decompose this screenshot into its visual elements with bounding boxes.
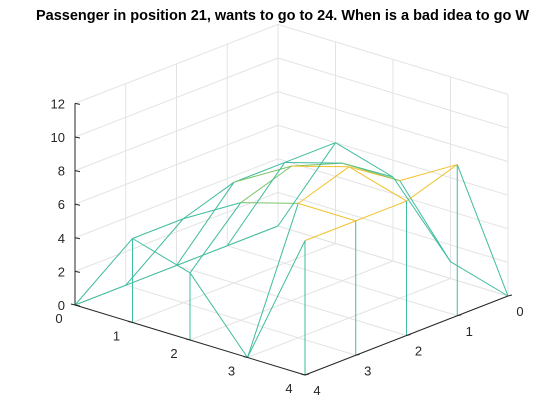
surface-edge [233, 165, 292, 183]
z-tick-label: 6 [58, 197, 65, 212]
y-tick [304, 373, 310, 376]
surface-edge [284, 142, 336, 163]
x-tick-label: 2 [170, 346, 177, 361]
x-tick [70, 303, 76, 306]
surface-edge [355, 200, 407, 222]
surface-edge [392, 176, 451, 262]
surface-edge [342, 162, 400, 182]
surface-edge [176, 181, 235, 266]
surface-edge [291, 165, 350, 168]
surface-edge [291, 162, 343, 167]
surface-edge [240, 202, 299, 204]
surface-edge [298, 202, 356, 222]
x-tick [128, 321, 133, 323]
axis-lines [70, 102, 513, 376]
z-tick-label: 0 [58, 298, 65, 313]
surface-edge [335, 142, 394, 178]
grid-line-floor [247, 278, 451, 358]
surface-edge [277, 142, 336, 227]
z-tick [74, 203, 81, 206]
surface-edge [74, 238, 133, 306]
y-tick [507, 294, 513, 297]
surface-edge [182, 181, 235, 220]
x-tick [185, 338, 191, 341]
y-tick-label: 3 [364, 363, 371, 378]
surface-edge [233, 161, 285, 183]
z-tick-label: 4 [58, 231, 65, 246]
surface-edge [450, 261, 509, 297]
surface-edge [183, 202, 241, 220]
y-tick-label: 0 [516, 304, 523, 319]
surface-edge [226, 162, 286, 247]
z-tick [74, 170, 81, 173]
y-tick-label: 2 [415, 344, 422, 359]
y-tick-label: 1 [466, 324, 473, 339]
x-tick-label: 3 [228, 364, 235, 379]
x-tick [300, 373, 306, 376]
z-tick [74, 237, 81, 240]
x-tick-label: 0 [55, 311, 62, 326]
grid-line-z-level [74, 91, 509, 172]
axes-panes [75, 24, 508, 306]
grid-line-z-level [74, 23, 509, 104]
y-tick [406, 334, 411, 336]
surface-edge [74, 284, 126, 306]
grid-line-floor [176, 265, 407, 336]
grid-line-z-level [74, 57, 509, 138]
y-tick-label: 4 [313, 383, 320, 398]
surface-edge [456, 164, 509, 297]
surface-edge [406, 164, 458, 202]
surface-edge [240, 165, 292, 204]
surface-edge [227, 225, 279, 247]
surface-edge [125, 218, 184, 286]
surface-edge [399, 164, 458, 182]
y-tick [355, 353, 360, 356]
z-tick [74, 102, 81, 105]
surface-edge [125, 265, 177, 286]
surface-edge [247, 203, 299, 358]
z-tick-label: 10 [51, 130, 65, 145]
z-tick-label: 2 [58, 264, 65, 279]
surface-edge [297, 166, 350, 204]
x-tick [243, 356, 248, 358]
z-tick [74, 136, 81, 139]
surface-edge [304, 220, 356, 242]
surface-edge [189, 202, 242, 274]
x-tick-label: 1 [113, 329, 120, 344]
grid-line-z-level [74, 158, 509, 239]
surface-mesh [74, 142, 509, 375]
z-tick-label: 8 [58, 164, 65, 179]
x-tick-label: 4 [285, 381, 292, 396]
chart-title: Passenger in position 21, wants to go to… [36, 8, 530, 24]
surface-edge [284, 161, 343, 164]
z-tick [74, 270, 81, 273]
surface-edge [132, 238, 191, 274]
y-tick [457, 314, 462, 317]
z-tick-label: 12 [51, 96, 65, 111]
surface-edge [132, 218, 184, 239]
z-tick [74, 304, 81, 307]
surface-edge [348, 166, 407, 202]
surface-edge [399, 180, 451, 262]
grid-line-floor [125, 284, 356, 356]
surface-edge [189, 272, 248, 358]
surface-edge [247, 240, 306, 358]
